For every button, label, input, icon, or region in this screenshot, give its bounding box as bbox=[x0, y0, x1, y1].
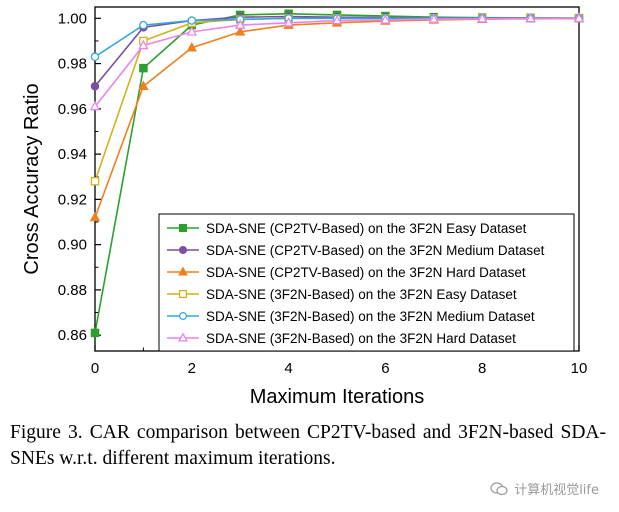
legend-label: SDA-SNE (3F2N-Based) on the 3F2N Medium … bbox=[206, 309, 535, 324]
data-point-marker bbox=[178, 245, 188, 255]
legend-label: SDA-SNE (3F2N-Based) on the 3F2N Easy Da… bbox=[206, 287, 517, 302]
legend-label: SDA-SNE (3F2N-Based) on the 3F2N Hard Da… bbox=[206, 331, 516, 346]
legend-entry: SDA-SNE (CP2TV-Based) on the 3F2N Hard D… bbox=[167, 265, 526, 280]
y-tick-label: 0.94 bbox=[58, 146, 87, 163]
data-point-marker bbox=[89, 211, 101, 222]
data-point-marker bbox=[283, 17, 294, 27]
legend-entry: SDA-SNE (CP2TV-Based) on the 3F2N Medium… bbox=[167, 243, 545, 258]
data-point-marker bbox=[380, 14, 391, 24]
legend-label: SDA-SNE (CP2TV-Based) on the 3F2N Easy D… bbox=[206, 221, 527, 236]
y-tick-label: 1.00 bbox=[58, 10, 87, 27]
data-point-marker bbox=[178, 311, 188, 321]
data-point-marker bbox=[235, 19, 246, 29]
data-point-marker bbox=[331, 14, 343, 25]
data-point-marker bbox=[178, 332, 188, 342]
y-tick-label: 0.86 bbox=[58, 327, 87, 344]
legend-entry: SDA-SNE (3F2N-Based) on the 3F2N Hard Da… bbox=[167, 331, 516, 346]
y-tick-label: 0.92 bbox=[58, 191, 87, 208]
data-point-marker bbox=[477, 13, 488, 23]
y-tick-label: 0.96 bbox=[58, 101, 87, 118]
wechat-logo-icon bbox=[490, 481, 508, 495]
data-point-marker bbox=[428, 13, 439, 23]
data-point-marker bbox=[525, 12, 536, 23]
data-point-marker bbox=[89, 100, 101, 111]
x-tick-label: 8 bbox=[478, 360, 486, 377]
x-axis-title: Maximum Iterations bbox=[250, 386, 425, 408]
figure-caption: Figure 3. CAR comparison between CP2TV-b… bbox=[10, 422, 606, 469]
y-tick-label: 0.98 bbox=[58, 56, 87, 73]
x-tick-label: 2 bbox=[188, 360, 196, 377]
data-point-marker bbox=[90, 177, 100, 186]
data-point-marker bbox=[138, 39, 149, 50]
watermark-text: 计算机视觉life bbox=[514, 483, 599, 498]
legend-box bbox=[158, 213, 575, 352]
legend-label: SDA-SNE (CP2TV-Based) on the 3F2N Hard D… bbox=[206, 265, 526, 280]
x-tick-label: 6 bbox=[381, 360, 389, 377]
data-point-marker bbox=[178, 289, 188, 299]
legend-entry: SDA-SNE (3F2N-Based) on the 3F2N Medium … bbox=[167, 309, 535, 324]
data-point-marker bbox=[186, 41, 197, 52]
line-chart: 0 2 4 6 8 100.860.880.900.920.940.960.981.00 … bbox=[21, 6, 588, 408]
data-point-marker bbox=[187, 16, 197, 25]
data-point-marker bbox=[90, 52, 100, 62]
legend-label: SDA-SNE (CP2TV-Based) on the 3F2N Medium… bbox=[206, 243, 545, 258]
legend-entry: SDA-SNE (CP2TV-Based) on the 3F2N Easy D… bbox=[167, 221, 527, 236]
data-point-marker bbox=[235, 26, 246, 36]
data-point-marker bbox=[139, 63, 148, 73]
data-point-marker bbox=[90, 81, 100, 91]
data-point-marker bbox=[138, 80, 149, 90]
data-point-marker bbox=[178, 266, 188, 276]
data-point-marker bbox=[139, 20, 148, 30]
data-point-marker bbox=[573, 12, 585, 23]
x-tick-label: 4 bbox=[284, 360, 292, 377]
data-point-marker bbox=[178, 223, 188, 233]
data-point-marker bbox=[186, 26, 197, 36]
y-tick-label: 0.88 bbox=[58, 282, 87, 299]
watermark: 计算机视觉life bbox=[490, 479, 599, 498]
legend-entry: SDA-SNE (3F2N-Based) on the 3F2N Easy Da… bbox=[167, 287, 517, 302]
series-group bbox=[89, 12, 585, 111]
chart-area: 0 2 4 6 8 10 0.86 0.88 0.90 0.92 0.94 0.96 0.98 1.00 … bbox=[21, 6, 588, 408]
y-tick-label: 0.90 bbox=[58, 237, 87, 254]
data-point-marker bbox=[90, 328, 100, 338]
y-axis-title: Cross Accuracy Ratio bbox=[21, 83, 43, 274]
x-tick-label: 10 bbox=[571, 360, 588, 377]
x-tick-label: 0 bbox=[91, 360, 99, 377]
